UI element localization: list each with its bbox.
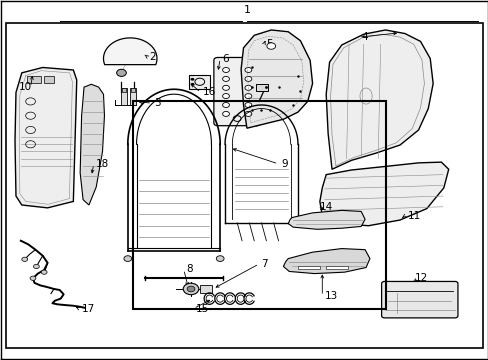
Text: 4: 4: [361, 32, 367, 42]
Polygon shape: [15, 67, 77, 208]
Text: 18: 18: [96, 159, 109, 169]
FancyBboxPatch shape: [213, 58, 260, 126]
Bar: [297, 266, 319, 269]
Text: 1: 1: [243, 5, 250, 15]
Circle shape: [183, 283, 199, 295]
Circle shape: [244, 76, 251, 81]
Bar: [121, 88, 127, 105]
Polygon shape: [283, 249, 369, 274]
Text: 9: 9: [281, 159, 287, 169]
Bar: [200, 285, 211, 293]
Bar: [325, 266, 347, 269]
Polygon shape: [325, 30, 432, 169]
Circle shape: [222, 76, 229, 81]
Circle shape: [222, 67, 229, 72]
Text: 7: 7: [261, 259, 267, 269]
Circle shape: [222, 111, 229, 116]
Circle shape: [187, 286, 195, 292]
Bar: [188, 75, 210, 89]
Circle shape: [266, 43, 275, 49]
Circle shape: [222, 85, 229, 90]
Polygon shape: [80, 84, 104, 205]
Circle shape: [222, 103, 229, 108]
Circle shape: [116, 69, 126, 76]
Polygon shape: [287, 210, 365, 229]
Bar: [27, 76, 41, 83]
Text: 16: 16: [203, 87, 216, 98]
Circle shape: [30, 276, 36, 280]
Polygon shape: [319, 162, 448, 226]
Text: 3: 3: [154, 98, 161, 108]
Circle shape: [190, 78, 194, 81]
Circle shape: [222, 94, 229, 99]
Bar: [132, 102, 385, 309]
Polygon shape: [103, 38, 157, 65]
Circle shape: [244, 94, 251, 99]
Circle shape: [244, 85, 251, 90]
Circle shape: [244, 103, 251, 108]
Text: 8: 8: [186, 264, 192, 274]
Bar: [130, 88, 134, 93]
Text: 14: 14: [319, 202, 332, 212]
Bar: [44, 76, 54, 83]
Bar: [122, 88, 126, 93]
Text: 6: 6: [222, 54, 229, 64]
Text: 17: 17: [81, 303, 95, 314]
Text: 11: 11: [407, 211, 420, 221]
Circle shape: [244, 111, 251, 116]
Circle shape: [41, 270, 47, 274]
Circle shape: [244, 67, 251, 72]
Text: 12: 12: [414, 273, 427, 283]
Circle shape: [33, 264, 39, 269]
Text: 13: 13: [324, 291, 337, 301]
Circle shape: [190, 83, 194, 86]
Bar: [255, 84, 267, 91]
Polygon shape: [241, 30, 312, 128]
Circle shape: [216, 256, 224, 261]
Text: 10: 10: [19, 82, 31, 92]
Text: 15: 15: [196, 303, 209, 314]
FancyBboxPatch shape: [381, 282, 457, 318]
Text: 2: 2: [149, 52, 156, 62]
Bar: [129, 88, 135, 105]
Circle shape: [123, 256, 131, 261]
Text: 5: 5: [266, 39, 272, 49]
Circle shape: [22, 257, 28, 261]
